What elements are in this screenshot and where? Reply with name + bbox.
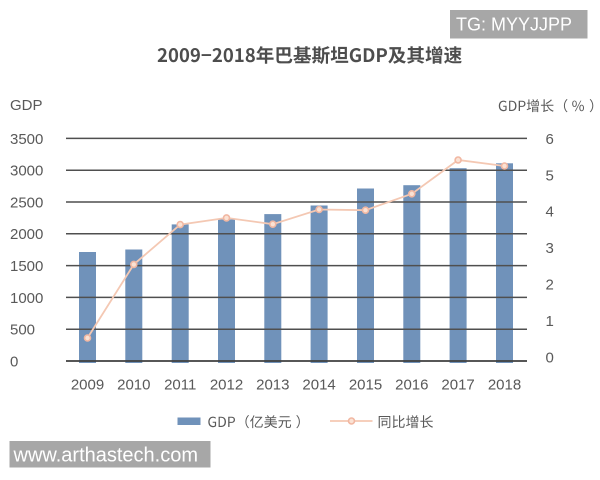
svg-text:6: 6	[546, 131, 554, 148]
svg-text:3500: 3500	[10, 131, 43, 148]
svg-text:5: 5	[546, 167, 554, 184]
svg-text:0: 0	[10, 353, 18, 370]
svg-text:3000: 3000	[10, 163, 43, 180]
svg-text:2017: 2017	[441, 377, 474, 394]
svg-text:www.arthastech.com: www.arthastech.com	[13, 445, 199, 467]
svg-text:1000: 1000	[10, 290, 43, 307]
svg-text:2000: 2000	[10, 226, 43, 243]
svg-text:GDP: GDP	[10, 97, 43, 114]
svg-text:TG: MYYJJPP: TG: MYYJJPP	[456, 15, 572, 35]
svg-text:2: 2	[546, 277, 554, 294]
svg-text:1: 1	[546, 313, 554, 330]
svg-text:2011: 2011	[164, 377, 196, 394]
svg-text:0: 0	[546, 349, 554, 366]
svg-text:2016: 2016	[395, 377, 428, 394]
svg-text:2018: 2018	[488, 377, 521, 394]
svg-text:1500: 1500	[10, 258, 43, 275]
svg-text:500: 500	[10, 322, 35, 339]
svg-text:2500: 2500	[10, 194, 43, 211]
svg-text:4: 4	[546, 204, 554, 221]
svg-text:2010: 2010	[117, 377, 150, 394]
svg-text:2012: 2012	[210, 377, 243, 394]
svg-text:2015: 2015	[349, 377, 382, 394]
svg-text:2014: 2014	[302, 377, 335, 394]
svg-text:3: 3	[546, 240, 554, 257]
svg-text:2009: 2009	[71, 377, 104, 394]
svg-text:2013: 2013	[256, 377, 289, 394]
